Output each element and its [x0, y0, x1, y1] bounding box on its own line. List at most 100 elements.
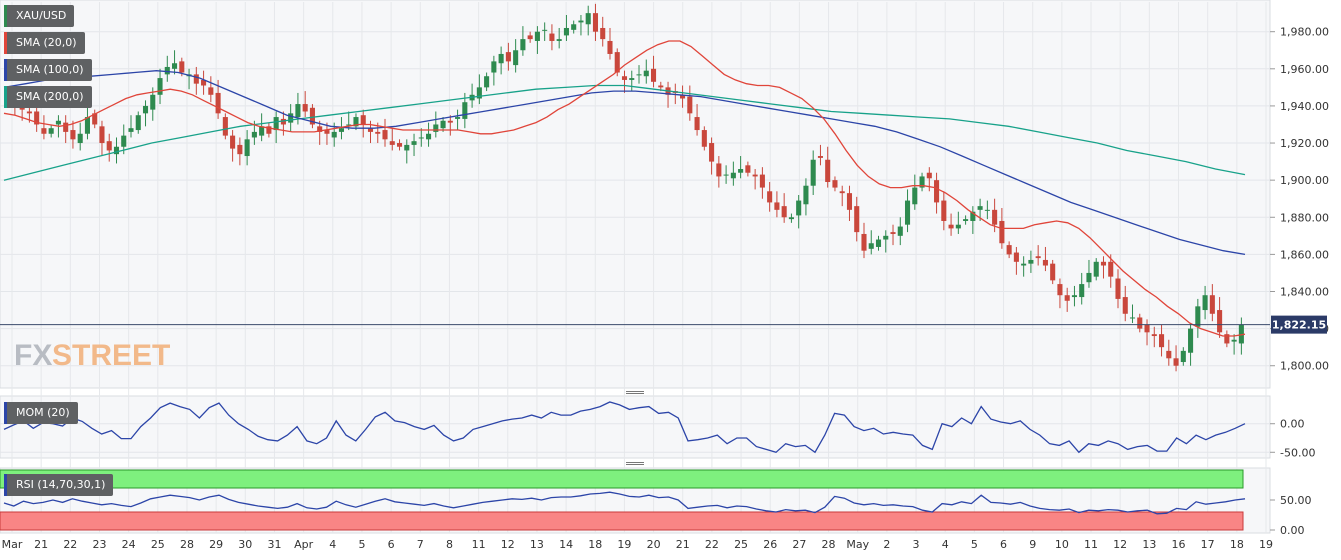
x-tick-label: 13 [1142, 538, 1156, 551]
candle-body [208, 87, 214, 95]
candle-body [1079, 284, 1085, 298]
candle-body [360, 115, 366, 125]
candle-body [455, 117, 461, 119]
candle-body [1129, 317, 1136, 319]
candle-body [534, 31, 540, 41]
candle-body [934, 180, 940, 203]
candle-body [1209, 295, 1215, 314]
x-tick-label: 31 [267, 538, 281, 551]
candle-body [650, 68, 657, 82]
mom-panel-bg [0, 395, 1271, 459]
candle-body [694, 117, 700, 131]
candle-body [578, 20, 584, 23]
y-tick-label: 1,980.00 [1280, 26, 1329, 39]
candle-body [128, 128, 134, 132]
sma200-text: SMA (200,0) [16, 90, 84, 103]
candle-body [883, 235, 889, 240]
candle-body [135, 115, 141, 131]
x-tick-label: 20 [647, 538, 661, 551]
x-tick-label: Apr [294, 538, 314, 551]
candle-body [157, 78, 163, 95]
candle-body [1224, 334, 1230, 344]
candle-body [201, 79, 207, 86]
mom-label[interactable]: MOM (20) [4, 402, 78, 424]
x-tick-label: 19 [1259, 538, 1273, 551]
main-panel-bg [0, 0, 1271, 389]
sma20-label[interactable]: SMA (20,0) [4, 32, 85, 54]
candle-body [1202, 295, 1208, 311]
x-tick-label: 18 [1230, 538, 1244, 551]
candle-body [643, 70, 649, 77]
candle-body [810, 159, 816, 186]
candle-body [353, 117, 359, 127]
x-tick-label: 9 [1029, 538, 1036, 551]
candle-body [382, 130, 388, 140]
candle-body [1115, 278, 1121, 299]
candle-body [55, 120, 61, 125]
candle-body [237, 144, 243, 155]
candle-body [70, 130, 76, 140]
candle-body [447, 120, 453, 123]
candle-body [418, 137, 424, 139]
candle-body [1166, 350, 1172, 359]
candle-body [1108, 261, 1114, 277]
candle-body [215, 92, 221, 114]
candle-body [491, 61, 497, 73]
x-tick-label: 12 [501, 538, 515, 551]
candle-body [788, 217, 794, 220]
candle-body [977, 206, 983, 210]
candle-body [1006, 245, 1012, 255]
sma20-text: SMA (20,0) [16, 36, 77, 49]
symbol-label[interactable]: XAU/USD [4, 5, 75, 27]
candle-body [563, 27, 569, 36]
candle-body [142, 105, 149, 114]
candle-body [846, 193, 853, 210]
candle-body [1035, 256, 1041, 259]
rsi-overbought-zone [0, 469, 1244, 489]
candle-body [614, 52, 620, 73]
x-tick-label: 14 [559, 538, 573, 551]
mom-line [3, 401, 1246, 454]
x-tick-label: 21 [34, 538, 48, 551]
candle-body [621, 76, 628, 80]
candle-body [259, 126, 265, 136]
candle-body [346, 124, 352, 126]
candle-body [48, 128, 54, 134]
last-price-badge [1271, 315, 1327, 334]
x-tick-label: 17 [1201, 538, 1215, 551]
candle-body [331, 131, 337, 138]
candle-body [803, 185, 809, 205]
candle-body [904, 200, 911, 225]
candle-body [1042, 259, 1048, 266]
candle-body [1021, 263, 1027, 266]
candle-body [389, 141, 395, 145]
symbol-text: XAU/USD [16, 9, 67, 22]
candle-body [745, 165, 751, 173]
candle-body [317, 126, 323, 132]
candle-body [99, 126, 105, 144]
candle-body [890, 232, 896, 234]
logo-fx: FX [14, 339, 52, 372]
candle-body [302, 104, 308, 112]
x-tick-label: 13 [530, 538, 544, 551]
candle-body [999, 220, 1005, 244]
candle-body [1180, 350, 1186, 363]
candle-body [1086, 272, 1092, 283]
candle-body [404, 144, 410, 151]
candle-body [426, 133, 432, 140]
candle-body [970, 211, 976, 221]
x-tick-label: 12 [1113, 538, 1127, 551]
candle-body [150, 94, 156, 110]
sma100-label[interactable]: SMA (100,0) [4, 59, 92, 81]
x-tick-label: 30 [238, 538, 252, 551]
candle-body [273, 117, 279, 131]
candle-body [1195, 306, 1201, 327]
candle-body [396, 143, 403, 147]
candle-body [324, 130, 330, 134]
sma200-label[interactable]: SMA (200,0) [4, 86, 92, 108]
candle-body [1151, 334, 1157, 337]
y-tick-label: 1,940.00 [1280, 100, 1329, 113]
candle-body [1159, 334, 1165, 348]
rsi-label[interactable]: RSI (14,70,30,1) [4, 474, 114, 496]
candle-body [367, 128, 374, 132]
